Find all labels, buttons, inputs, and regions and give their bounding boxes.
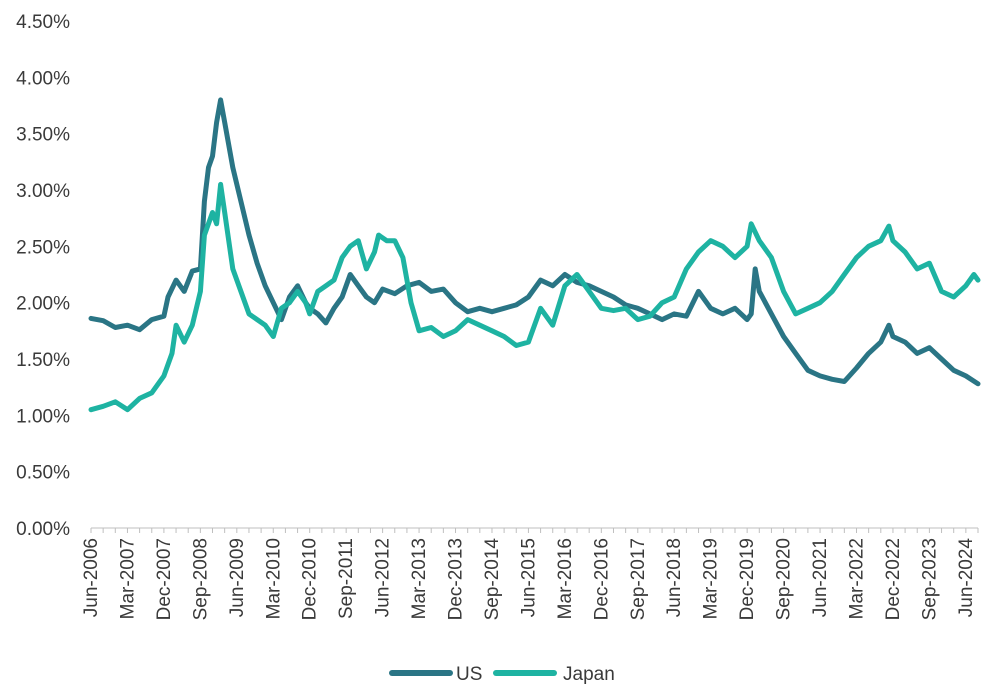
x-tick-label: Sep-2011 — [336, 538, 357, 619]
x-tick-label: Mar-2010 — [263, 538, 284, 619]
y-tick-label: 1.50% — [16, 350, 70, 371]
y-tick-label: 3.50% — [16, 125, 70, 146]
x-axis: Jun-2006 Mar-2007 Dec-2007 Sep-2008 Jun-2009… — [81, 527, 979, 621]
x-tick-label: Dec-2019 — [737, 538, 758, 620]
x-tick-label: Jun-2009 — [227, 538, 248, 617]
x-tick-label: Sep-2008 — [190, 538, 211, 620]
x-tick-label: Jun-2021 — [810, 538, 831, 617]
x-tick-label: Jun-2015 — [518, 538, 539, 617]
x-tick-label: Dec-2013 — [446, 538, 467, 620]
y-axis: 0.00% 0.50% 1.00% 1.50% 2.00% 2.50% 3.00% 3.50%… — [16, 12, 70, 540]
x-tick-label: Dec-2010 — [300, 538, 321, 620]
y-tick-label: 2.00% — [16, 294, 70, 315]
x-tick-label: Jun-2012 — [373, 538, 394, 617]
y-tick-label: 4.50% — [16, 12, 70, 33]
legend-label-japan: Japan — [563, 664, 615, 685]
x-tick-label: Sep-2014 — [482, 538, 503, 621]
legend: US Japan — [389, 664, 615, 685]
y-tick-label: 3.00% — [16, 181, 70, 202]
y-tick-label: 1.00% — [16, 406, 70, 427]
x-tick-label: Dec-2007 — [154, 538, 175, 620]
x-tick-label: Mar-2013 — [409, 538, 430, 619]
x-tick-label: Mar-2019 — [701, 538, 722, 619]
y-tick-label: 0.00% — [16, 519, 70, 540]
x-tick-label: Mar-2022 — [846, 538, 867, 619]
x-tick-label: Jun-2006 — [81, 538, 102, 617]
x-tick-label: Jun-2018 — [664, 538, 685, 617]
x-tick-label: Mar-2016 — [555, 538, 576, 619]
series-line-us — [88, 97, 981, 387]
x-tick-label: Jun-2024 — [956, 538, 977, 618]
x-tick-label: Sep-2020 — [774, 538, 795, 620]
x-tick-label: Mar-2007 — [117, 538, 138, 619]
series-layer — [88, 97, 981, 413]
y-tick-label: 4.00% — [16, 68, 70, 89]
y-tick-label: 2.50% — [16, 237, 70, 258]
y-tick-label: 0.50% — [16, 463, 70, 484]
series-line-japan — [88, 181, 981, 413]
x-tick-label: Sep-2017 — [628, 538, 649, 620]
legend-label-us: US — [456, 664, 482, 685]
x-tick-label: Dec-2016 — [591, 538, 612, 620]
x-tick-label: Dec-2022 — [883, 538, 904, 620]
x-tick-label: Sep-2023 — [919, 538, 940, 620]
